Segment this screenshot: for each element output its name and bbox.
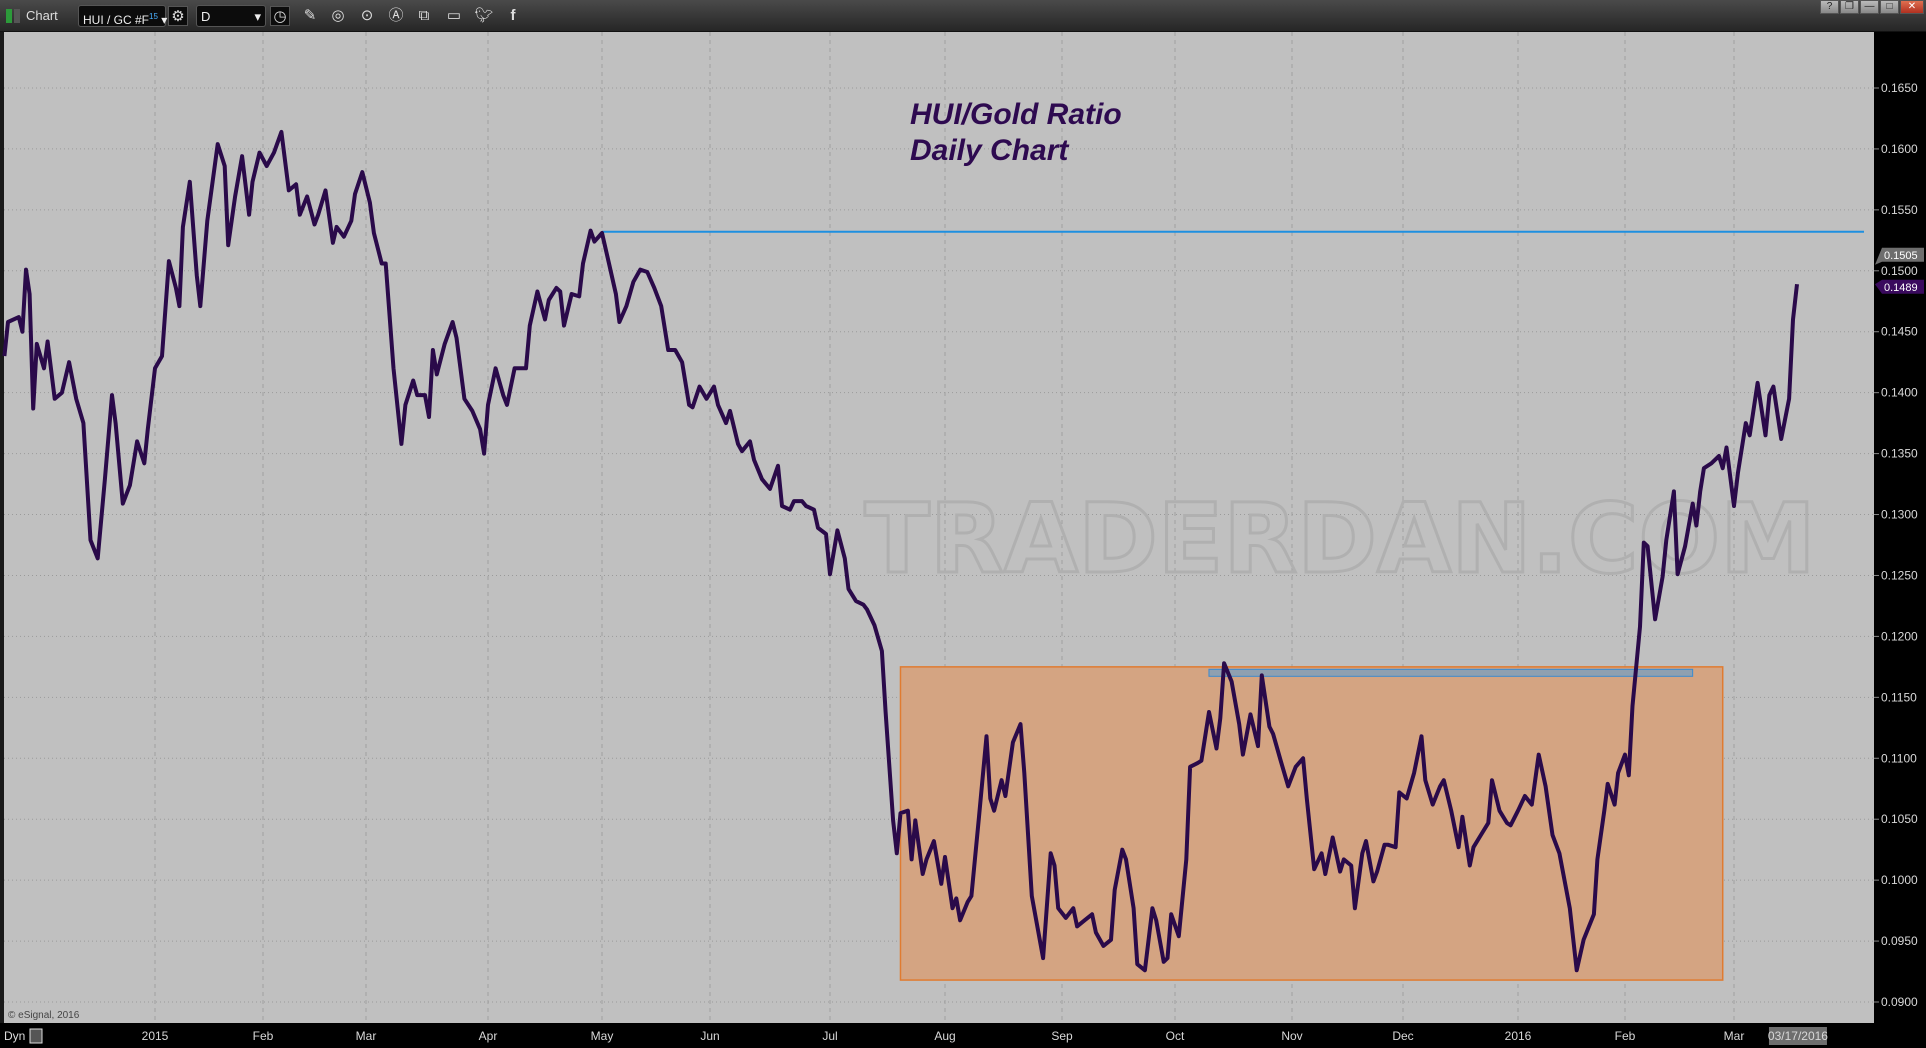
- chart-svg[interactable]: TRADERDAN.COM HUI/Gold Ratio Daily Chart…: [0, 32, 1926, 1048]
- price-labels: 0.1505 0.1489: [1875, 247, 1924, 294]
- series-line: [2, 129, 1799, 973]
- y-tick-label: 0.1500: [1881, 264, 1918, 278]
- y-tick-label: 0.1250: [1881, 568, 1918, 582]
- price-label: 0.1505: [1884, 250, 1918, 262]
- x-tick-label: Oct: [1166, 1029, 1185, 1043]
- y-tick-label: 0.1150: [1881, 690, 1917, 704]
- y-tick-label: 0.0900: [1881, 995, 1918, 1009]
- price-label-badge: [1875, 247, 1924, 265]
- chart-title: HUI/Gold Ratio: [910, 98, 1122, 131]
- range-box: [899, 666, 1724, 981]
- x-axis: 2015 Feb Mar Apr May Jun Jul Aug Sep Oct Nov Dec 201…: [142, 1027, 1828, 1045]
- interval-value: D: [201, 9, 211, 24]
- x-tick-label: May: [591, 1029, 614, 1043]
- x-tick-label: 2015: [142, 1029, 169, 1043]
- copyright: © eSignal, 2016: [8, 1010, 80, 1021]
- y-tick-label: 0.0950: [1881, 934, 1918, 948]
- dyn-toggle-icon[interactable]: [29, 1028, 43, 1044]
- x-tick-label: Aug: [934, 1029, 955, 1043]
- close-button[interactable]: ✕: [1900, 0, 1924, 14]
- x-tick-label: Apr: [479, 1029, 498, 1043]
- help-button[interactable]: ?: [1820, 0, 1839, 14]
- symbol-dropdown[interactable]: HUI / GC #F15 ▾: [78, 5, 167, 27]
- x-tick-label: 2016: [1505, 1029, 1532, 1043]
- price-label-badge: [1875, 279, 1924, 294]
- watermark: TRADERDAN.COM: [864, 483, 1815, 595]
- y-tick-label: 0.1300: [1881, 508, 1918, 522]
- facebook-icon[interactable]: f: [510, 7, 516, 24]
- pencil-icon[interactable]: ✎: [303, 7, 317, 24]
- x-tick-label: Nov: [1281, 1029, 1302, 1043]
- y-axis: 0.0900 0.0950 0.1000 0.1050 0.1100 0.1150 0.12…: [1874, 81, 1918, 1009]
- y-tick-label: 0.1100: [1881, 751, 1917, 765]
- restore-button[interactable]: ❐: [1840, 0, 1859, 14]
- symbol-superscript: 15: [149, 12, 158, 21]
- y-tick-label: 0.1600: [1881, 142, 1918, 156]
- price-label: 0.1489: [1884, 282, 1918, 294]
- y-tick-label: 0.1550: [1881, 203, 1918, 217]
- alert-icon[interactable]: Ⓐ: [388, 7, 404, 24]
- x-tick-label: Feb: [1615, 1029, 1636, 1043]
- y-axis-panel: [1874, 32, 1926, 1048]
- chart-logo-icon-2: [14, 9, 20, 23]
- link-icon[interactable]: ⧉: [418, 7, 430, 24]
- y-tick-label: 0.1200: [1881, 629, 1918, 643]
- x-tick-label: Dec: [1392, 1029, 1413, 1043]
- y-tick-label: 0.1400: [1881, 386, 1918, 400]
- maximize-button[interactable]: □: [1880, 0, 1899, 14]
- y-tick-label: 0.1650: [1881, 81, 1918, 95]
- study-icon[interactable]: ◎: [331, 7, 345, 24]
- chart-subtitle: Daily Chart: [910, 134, 1070, 167]
- x-tick-label: Mar: [1724, 1029, 1745, 1043]
- y-tick-label: 0.1000: [1881, 873, 1918, 887]
- x-axis-panel: [0, 1023, 1874, 1048]
- comment-icon[interactable]: ▭: [446, 7, 462, 24]
- x-tick-label: Jul: [822, 1029, 837, 1043]
- twitter-icon[interactable]: 🐦︎: [474, 7, 494, 24]
- current-date-label: 03/17/2016: [1768, 1029, 1828, 1043]
- x-tick-label: Feb: [253, 1029, 274, 1043]
- chart-logo-icon: [6, 9, 12, 23]
- resistance-band: [1208, 668, 1694, 677]
- app-label: Chart: [26, 8, 58, 23]
- clock-icon[interactable]: ◷: [270, 6, 290, 26]
- interval-dropdown[interactable]: D ▾: [196, 5, 266, 27]
- x-tick-label: Sep: [1051, 1029, 1073, 1043]
- x-tick-label: Jun: [700, 1029, 719, 1043]
- chart-toolbar: Chart HUI / GC #F15 ▾ ⚙ D ▾ ◷ ✎ ◎ ⊙ Ⓐ ⧉ ▭…: [0, 0, 1926, 32]
- play-icon[interactable]: ⊙: [360, 7, 374, 24]
- y-tick-label: 0.1050: [1881, 812, 1918, 826]
- x-tick-label: Mar: [356, 1029, 377, 1043]
- y-tick-label: 0.1350: [1881, 447, 1918, 461]
- current-date-badge: [1768, 1027, 1827, 1045]
- dyn-label: Dyn: [4, 1029, 25, 1043]
- settings-icon[interactable]: ⚙: [168, 6, 188, 26]
- y-tick-label: 0.1450: [1881, 325, 1918, 339]
- minimize-button[interactable]: —: [1860, 0, 1879, 14]
- symbol-value: HUI / GC #F: [83, 13, 150, 27]
